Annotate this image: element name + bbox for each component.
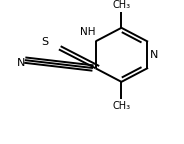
Text: CH₃: CH₃ [112,0,130,10]
Text: NH: NH [80,27,96,37]
Text: CH₃: CH₃ [112,101,130,111]
Text: N: N [17,58,25,68]
Text: N: N [150,50,158,60]
Text: S: S [42,37,49,47]
